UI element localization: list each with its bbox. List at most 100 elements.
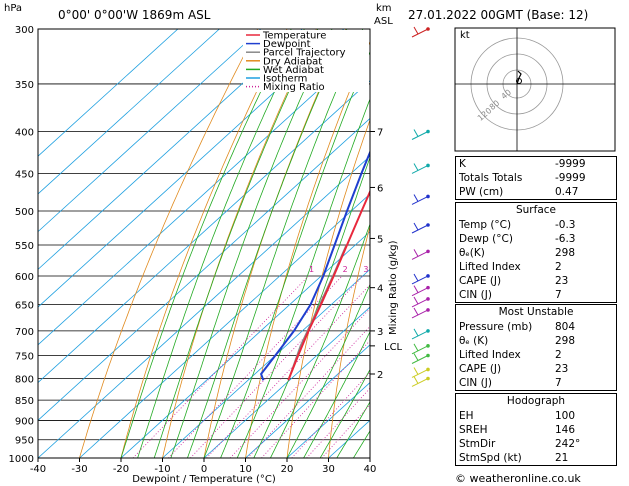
wind-barb [411,355,429,364]
index-row-k: K -9999 [459,158,586,170]
wind-barb [413,26,419,35]
isotherm [38,29,179,157]
mu-row: Lifted Index 2 [459,349,562,361]
x-tick-label: 0 [201,464,207,475]
wind-barb [411,224,429,234]
wind-barb [413,249,419,257]
wind-barb-dot [426,367,430,372]
wind-barb-dot [426,27,430,31]
credit-text[interactable]: © weatheronline.co.uk [455,472,581,485]
isotherm [38,117,370,421]
km-tick-label: 4 [377,284,383,295]
mixing-ratio-label: 10 [428,265,438,274]
x-axis-label: Dewpoint / Temperature (°C) [132,474,276,485]
mixing-ratio-line [321,403,370,458]
hodo-row: SREH 146 [459,424,576,436]
header-asl-label: ASL [374,16,393,27]
legend-label: Parcel Trajectory [263,48,346,59]
wind-barb [411,378,429,387]
hodograph-unit-label: kt [460,30,470,41]
mixing-ratio-line [306,387,370,458]
pressure-tick-label: 350 [15,80,34,91]
most-unstable-table: Most Unstable Pressure (mb) 804 θₑ (K) 298… [455,304,617,391]
wind-barb-dot [426,285,430,290]
mixing-ratio-label: 1 [309,265,314,274]
x-tick-label: 30 [322,464,335,475]
dewpoint-line [260,149,370,381]
x-tick-label: -10 [154,464,170,475]
wind-barb [413,285,419,293]
isotherm [38,155,370,458]
wet-adiabat [170,29,333,458]
mu-row: CAPE (J) 23 [459,363,569,375]
wet-adiabat [203,29,364,458]
header-hpa-label: hPa [4,3,23,14]
wet-adiabat [303,330,370,458]
dry-adiabat [328,224,370,458]
mixing-ratio-line [291,371,370,458]
pressure-tick-label: 750 [15,351,34,362]
most-unstable-title: Most Unstable [498,306,574,318]
isotherm [38,29,303,270]
wet-adiabat [336,401,370,458]
surface-title: Surface [515,204,556,216]
wind-barb [411,165,429,174]
wind-barb [413,222,419,231]
wind-barb-dot [426,129,430,134]
wet-adiabat [286,283,370,458]
hodo-row: EH 100 [459,410,576,422]
header-location: 0°00' 0°00'W 1869m ASL [58,8,211,22]
km-tick-label: 6 [377,183,383,194]
wind-barb-dot [426,308,430,312]
pressure-tick-label: 400 [15,128,34,139]
surface-row: θₑ(K) 298 [459,247,576,259]
isotherm [286,382,370,458]
dry-adiabat [203,29,347,458]
wind-barb [413,273,419,282]
mixing-ratio-line [132,275,309,458]
mixing-ratio-label: 3 [363,265,368,274]
pressure-tick-label: 450 [15,169,34,180]
legend-label: Dewpoint [263,39,311,50]
isotherm [162,268,370,458]
wind-barb [413,194,419,202]
legend-label: Isotherm [263,74,307,85]
mixing-ratio-line [229,307,370,458]
wind-barb-dot [426,329,430,333]
pressure-tick-label: 1000 [9,454,34,465]
wind-barb-dot [426,249,430,254]
wet-adiabat [120,29,292,458]
surface-table: Surface Temp (°C) -0.3 Dewp (°C) -6.3 θₑ(K… [455,202,617,303]
wind-barb [411,196,429,205]
x-tick-label: -30 [71,464,87,475]
wind-barb [411,369,429,378]
x-tick-label: -20 [113,464,129,475]
isotherm [38,29,345,308]
wet-adiabat [236,98,370,458]
wet-adiabat [137,29,305,458]
wind-barb-dot [426,194,430,199]
wet-adiabat [253,156,370,458]
legend-label: Dry Adiabat [263,56,322,67]
pressure-tick-label: 500 [15,207,34,218]
mixing-ratio-axis-label: Mixing Ratio (g/kg) [388,240,399,335]
surface-row: Lifted Index 2 [459,261,562,273]
index-row-totals: Totals Totals -9999 [459,172,586,184]
hodograph-box [454,27,616,152]
wind-barb-dot [426,223,430,227]
pressure-tick-label: 550 [15,241,34,252]
mu-row: CIN (J) 7 [459,377,562,389]
x-tick-label: 20 [281,464,294,475]
header-date: 27.01.2022 00GMT (Base: 12) [408,8,589,22]
isotherm [79,193,370,458]
mixing-ratio-line [168,275,343,458]
dry-adiabat [79,29,259,458]
dry-adiabat [245,40,370,458]
pressure-tick-label: 700 [15,327,34,338]
wind-barb [413,328,419,337]
mu-row: Pressure (mb) 804 [459,321,576,333]
pressure-tick-label: 600 [15,272,34,283]
header-km-label: km [376,3,392,14]
hodograph-title: Hodograph [506,395,566,407]
